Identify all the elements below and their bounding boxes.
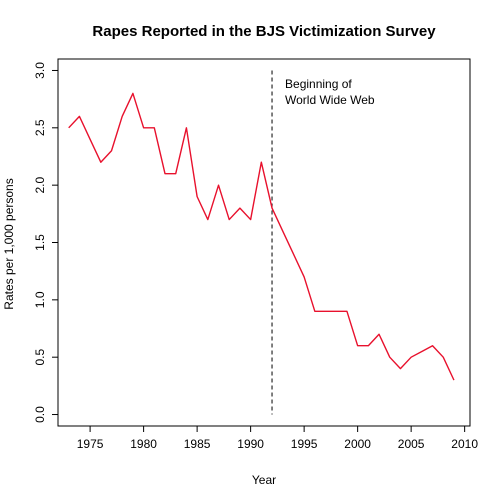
chart-title: Rapes Reported in the BJS Victimization …: [92, 23, 436, 40]
x-tick-label: 1975: [77, 437, 104, 451]
x-tick-label: 1995: [291, 437, 318, 451]
x-tick-label: 1985: [184, 437, 211, 451]
series-line: [68, 92, 455, 381]
y-axis: 0.0 0.5 1.0 1.5 2.0 2.5 3.0: [33, 62, 58, 423]
www-annotation-text-line-1: Beginning of: [285, 77, 352, 91]
y-tick-label: 3.0: [33, 62, 47, 79]
y-tick-label: 1.0: [33, 291, 47, 308]
x-tick-label: 2010: [451, 437, 478, 451]
x-axis: 1975 1980 1985 1990 1995 2000 2005 2010: [77, 426, 478, 451]
x-axis-label: Year: [252, 473, 276, 487]
x-tick-label: 2000: [344, 437, 371, 451]
y-tick-label: 0.0: [33, 406, 47, 423]
series-layer: [68, 92, 455, 381]
y-tick-label: 2.0: [33, 176, 47, 193]
plot-frame: [57, 58, 471, 427]
x-tick-label: 2005: [398, 437, 425, 451]
y-axis-label: Rates per 1,000 persons: [2, 178, 16, 309]
y-tick-label: 0.5: [33, 349, 47, 366]
y-tick-label: 2.5: [33, 119, 47, 136]
www-annotation-text-line-2: World Wide Web: [285, 93, 375, 107]
x-tick-label: 1980: [130, 437, 157, 451]
y-tick-label: 1.5: [33, 234, 47, 251]
x-tick-label: 1990: [237, 437, 264, 451]
